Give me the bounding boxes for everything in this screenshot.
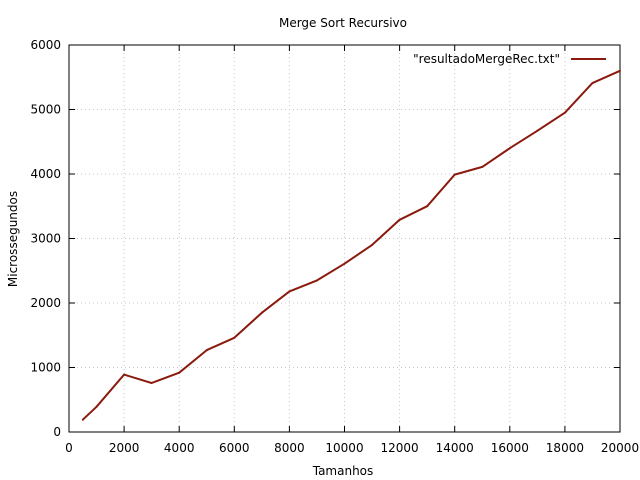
data-point: [453, 173, 456, 176]
x-axis-label: Tamanhos: [312, 464, 374, 478]
x-tick-label: 6000: [219, 441, 250, 455]
data-point: [481, 165, 484, 168]
x-tick-label: 0: [65, 441, 73, 455]
data-point: [178, 371, 181, 374]
data-point: [563, 111, 566, 114]
data-point: [150, 382, 153, 384]
y-tick-label: 5000: [30, 103, 61, 117]
data-point: [95, 405, 98, 408]
y-tick-label: 3000: [30, 232, 61, 246]
x-tick-label: 8000: [274, 441, 305, 455]
legend: "resultadoMergeRec.txt": [413, 52, 606, 66]
y-tick-labels: 0 1000 2000 3000 4000 5000 6000: [30, 38, 61, 439]
legend-entry-label: "resultadoMergeRec.txt": [413, 52, 560, 66]
data-point: [81, 418, 84, 421]
data-point: [371, 243, 374, 246]
data-point: [288, 290, 291, 293]
x-tick-label: 4000: [164, 441, 195, 455]
x-tick-label: 18000: [546, 441, 584, 455]
y-tick-label: 4000: [30, 167, 61, 181]
x-tick-label: 12000: [381, 441, 419, 455]
data-point: [233, 336, 236, 339]
data-point: [316, 279, 318, 282]
plot-frame: [68, 44, 621, 433]
y-axis-label: Microssegundos: [6, 191, 20, 287]
series-lines: [81, 69, 621, 421]
y-tick-label: 1000: [30, 361, 61, 375]
data-point: [426, 205, 429, 208]
data-point: [260, 311, 263, 314]
x-tick-label: 20000: [601, 441, 639, 455]
y-tick-label: 0: [53, 425, 61, 439]
x-tick-labels: 0 2000 4000 6000 8000 10000 12000 14000 16000 180…: [65, 441, 639, 455]
data-point: [343, 262, 346, 265]
x-tick-label: 2000: [109, 441, 140, 455]
chart-title: Merge Sort Recursivo: [279, 16, 407, 30]
grid-lines: [69, 45, 620, 432]
y-tick-label: 6000: [30, 38, 61, 52]
series-line: [82, 69, 621, 421]
data-point: [536, 129, 539, 132]
data-point: [398, 218, 401, 221]
x-tick-label: 14000: [436, 441, 474, 455]
y-tick-label: 2000: [30, 296, 61, 310]
data-point: [205, 349, 208, 352]
data-point: [591, 82, 594, 85]
x-tick-label: 10000: [325, 441, 363, 455]
data-point: [123, 373, 126, 376]
data-point: [508, 147, 511, 150]
data-point: [619, 69, 621, 72]
x-tick-label: 16000: [491, 441, 529, 455]
